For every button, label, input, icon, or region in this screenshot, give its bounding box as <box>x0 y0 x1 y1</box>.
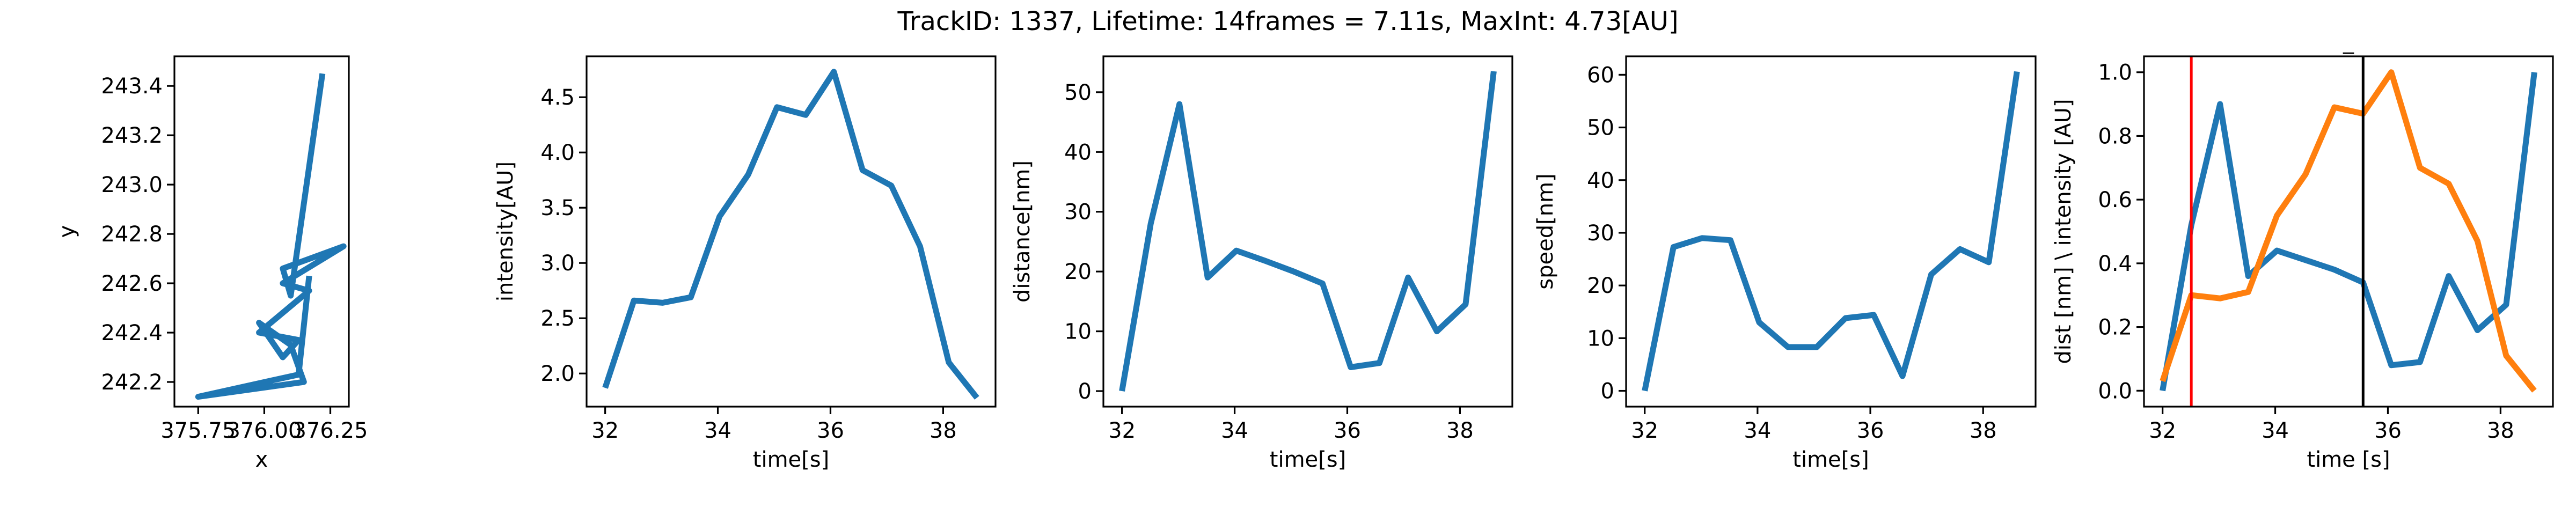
y-tick-label-trajectory-1: 242.4 <box>101 321 163 345</box>
x-axis-label-combined: time [s] <box>2307 447 2390 472</box>
chart-combined: 32 34 36 38 0.0 0.2 0.4 0.6 0.8 1.0 time [s] dist [… <box>2051 30 2554 472</box>
axes-frame-distance <box>1102 55 1513 408</box>
x-tick-label-combined-3: 38 <box>2487 418 2514 443</box>
x-axis-label-trajectory: x <box>255 447 268 472</box>
axes-frame-trajectory <box>173 55 350 408</box>
y-tick-label-speed-0: 0 <box>1601 379 1614 404</box>
y-tick-label-distance-0: 0 <box>1078 379 1092 404</box>
y-tick-label-speed-2: 20 <box>1587 274 1614 298</box>
x-tick-label-speed-2: 36 <box>1857 418 1884 443</box>
y-axis-label-trajectory: y <box>55 225 79 238</box>
y-tick-label-intensity-0: 2.0 <box>540 362 575 386</box>
y-tick-label-trajectory-5: 243.2 <box>101 123 163 148</box>
y-tick-label-trajectory-2: 242.6 <box>101 271 163 296</box>
x-axis-label-speed: time[s] <box>1792 447 1869 472</box>
y-tick-label-speed-6: 60 <box>1587 63 1614 87</box>
y-tick-label-distance-5: 50 <box>1064 80 1092 105</box>
x-tick-label-distance-3: 38 <box>1446 418 1474 443</box>
y-tick-label-trajectory-4: 243.0 <box>101 173 163 197</box>
y-tick-label-combined-5: 1.0 <box>2098 61 2132 85</box>
chart-intensity: 32 34 36 38 2.0 2.5 3.0 3.5 4.0 4.5 time[s] intensi… <box>493 55 997 472</box>
figure-title: TrackID: 1337, Lifetime: 14frames = 7.11… <box>897 6 1678 36</box>
x-tick-label-speed-0: 32 <box>1631 418 1658 443</box>
x-tick-label-combined-0: 32 <box>2149 418 2176 443</box>
y-axis-label-speed: speed[nm] <box>1533 173 1558 289</box>
y-tick-label-speed-1: 10 <box>1587 326 1614 351</box>
x-tick-label-trajectory-1: 376.00 <box>226 418 302 443</box>
x-tick-label-distance-1: 34 <box>1221 418 1248 443</box>
y-tick-label-distance-2: 20 <box>1064 260 1092 284</box>
x-tick-label-intensity-0: 32 <box>591 418 619 443</box>
chart-speed: 32 34 36 38 0 10 20 30 40 50 60 time[s] speed[nm] <box>1533 55 2037 472</box>
axes-frame-combined <box>2143 55 2554 408</box>
y-tick-label-intensity-1: 2.5 <box>540 306 575 331</box>
x-tick-label-distance-0: 32 <box>1108 418 1136 443</box>
y-tick-label-intensity-3: 3.5 <box>540 196 575 220</box>
series-line-intensity-0 <box>602 69 979 400</box>
y-tick-label-combined-3: 0.6 <box>2098 188 2132 212</box>
axes-frame-intensity <box>586 55 997 408</box>
series-line-distance-0 <box>1119 71 1497 392</box>
y-tick-label-combined-2: 0.4 <box>2098 252 2132 276</box>
y-tick-label-intensity-5: 4.5 <box>540 85 575 110</box>
series-line-speed-0 <box>1642 71 2020 392</box>
x-tick-label-combined-2: 36 <box>2374 418 2402 443</box>
y-tick-label-trajectory-0: 242.2 <box>101 370 163 395</box>
series-line-combined-0 <box>2160 72 2537 392</box>
y-axis-label-distance: distance[nm] <box>1010 160 1035 303</box>
y-tick-label-distance-4: 40 <box>1064 140 1092 165</box>
x-tick-label-intensity-3: 38 <box>930 418 957 443</box>
y-tick-label-trajectory-3: 242.8 <box>101 222 163 247</box>
x-axis-label-distance: time[s] <box>1270 447 1346 472</box>
y-tick-label-intensity-4: 4.0 <box>540 141 575 165</box>
x-tick-label-intensity-2: 36 <box>817 418 844 443</box>
panel-title-combined: _ <box>2343 30 2354 54</box>
y-tick-label-combined-4: 0.8 <box>2098 124 2132 149</box>
y-axis-label-combined: dist [nm] \ intensity [AU] <box>2051 99 2076 364</box>
y-axis-label-intensity: intensity[AU] <box>493 161 518 301</box>
y-tick-label-speed-4: 40 <box>1587 168 1614 193</box>
x-axis-label-intensity: time[s] <box>753 447 829 472</box>
y-tick-label-combined-0: 0.0 <box>2098 379 2132 403</box>
chart-distance: 32 34 36 38 0 10 20 30 40 50 time[s] distance[nm] <box>1010 55 1513 472</box>
y-tick-label-trajectory-6: 243.4 <box>101 74 163 99</box>
series-line-trajectory-0 <box>195 73 347 400</box>
x-tick-label-trajectory-0: 375.75 <box>160 418 236 443</box>
y-tick-label-speed-5: 50 <box>1587 116 1614 141</box>
series-line-combined-1 <box>2160 69 2537 393</box>
x-tick-label-distance-2: 36 <box>1334 418 1361 443</box>
axes-frame-speed <box>1625 55 2037 408</box>
x-tick-label-trajectory-2: 376.25 <box>293 418 368 443</box>
x-tick-label-intensity-1: 34 <box>704 418 731 443</box>
x-tick-label-speed-3: 38 <box>1970 418 1997 443</box>
x-tick-label-combined-1: 34 <box>2262 418 2289 443</box>
y-tick-label-combined-1: 0.2 <box>2098 315 2132 340</box>
y-tick-label-distance-3: 30 <box>1064 200 1092 225</box>
y-tick-label-speed-3: 30 <box>1587 221 1614 246</box>
y-tick-label-distance-1: 10 <box>1064 320 1092 344</box>
y-tick-label-intensity-2: 3.0 <box>540 251 575 276</box>
x-tick-label-speed-1: 34 <box>1744 418 1771 443</box>
